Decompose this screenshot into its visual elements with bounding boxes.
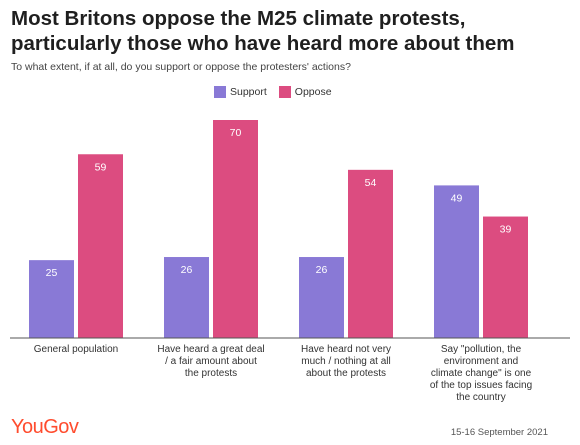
legend-label-oppose: Oppose — [294, 86, 332, 98]
survey-date: 15-16 September 2021 — [450, 427, 548, 438]
chart-title-line-1: Most Britons oppose the M25 climate prot… — [11, 7, 466, 30]
category-label-1-line-1: / a fair amount about — [165, 356, 257, 367]
bar-support-3 — [434, 185, 479, 338]
category-label-2-line-0: Have heard not very — [301, 344, 391, 355]
data-label-support-3: 49 — [451, 192, 463, 204]
category-label-3-line-2: climate change" is one — [431, 368, 532, 379]
category-label-3-line-3: of the top issues facing — [430, 380, 532, 391]
legend-item-oppose: Oppose — [278, 86, 332, 98]
bar-oppose-2 — [348, 169, 393, 338]
data-label-oppose-1: 70 — [230, 127, 242, 139]
legend: Support Oppose — [214, 86, 344, 98]
legend-label-support: Support — [230, 86, 267, 98]
bar-support-2 — [299, 257, 344, 338]
bar-support-1 — [164, 257, 209, 338]
yougov-logo: YouGov — [11, 416, 79, 438]
chart-title: Most Britons oppose the M25 climate prot… — [11, 6, 571, 56]
category-label-2-line-1: much / nothing at all — [301, 356, 391, 367]
data-label-oppose-3: 39 — [500, 224, 512, 236]
bar-support-0 — [29, 260, 74, 338]
bar-oppose-3 — [483, 216, 528, 338]
legend-swatch-support — [214, 86, 226, 98]
data-label-oppose-0: 59 — [95, 161, 107, 173]
data-label-oppose-2: 54 — [365, 177, 377, 189]
data-label-support-2: 26 — [316, 264, 328, 276]
category-label-2-line-2: about the protests — [306, 368, 386, 379]
legend-swatch-oppose — [278, 86, 291, 98]
bar-oppose-0 — [78, 154, 123, 338]
category-label-3-line-4: the country — [456, 392, 505, 403]
data-label-support-1: 26 — [181, 264, 193, 276]
category-label-0-line-0: General population — [34, 344, 119, 355]
data-label-support-0: 25 — [46, 267, 58, 279]
category-label-3-line-1: environment and — [444, 356, 519, 367]
bar-oppose-1 — [213, 120, 258, 338]
category-label-1-line-0: Have heard a great deal — [157, 344, 264, 355]
category-label-3-line-0: Say "pollution, the — [441, 344, 522, 355]
category-label-1-line-2: the protests — [185, 368, 237, 379]
chart-subtitle: To what extent, if at all, do you suppor… — [11, 61, 351, 73]
chart-title-line-2: particularly those who have heard more a… — [11, 32, 515, 55]
legend-item-support: Support — [214, 86, 267, 98]
